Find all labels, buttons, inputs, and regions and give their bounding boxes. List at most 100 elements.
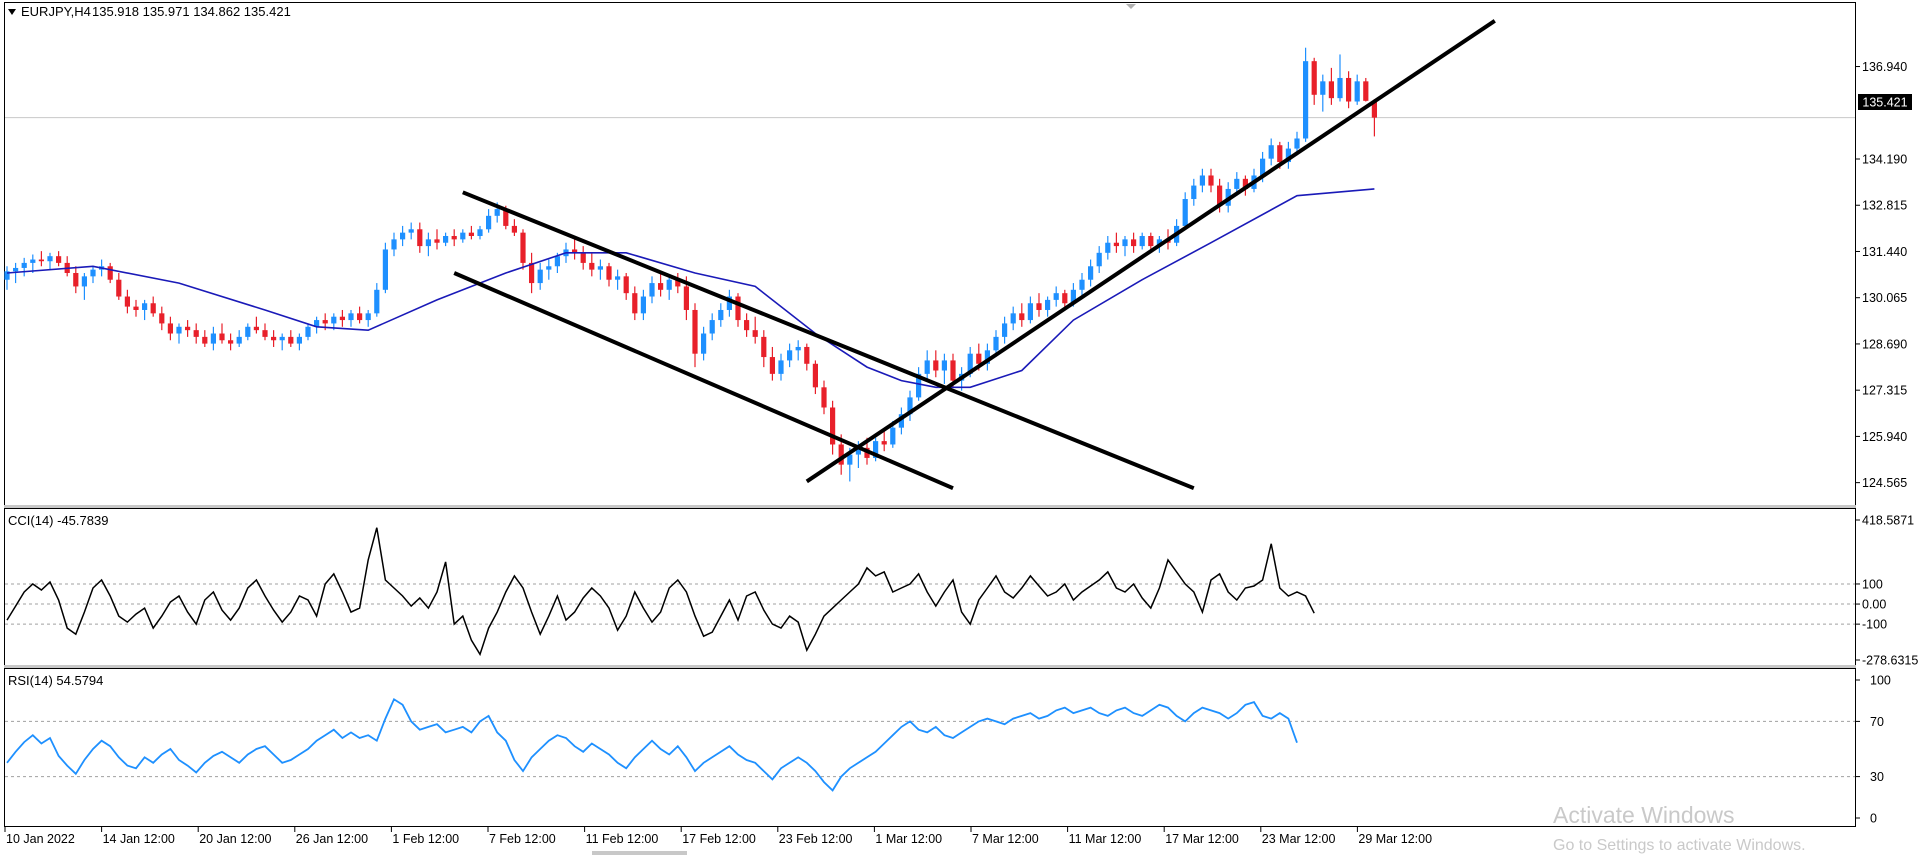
candle-body	[890, 427, 896, 445]
cci-tick-label: 418.5871	[1862, 514, 1914, 528]
candle-body	[1002, 323, 1008, 337]
cci-pane-frame	[4, 508, 1856, 667]
candle-body	[1260, 158, 1266, 176]
candle	[90, 266, 96, 284]
rsi-label: RSI(14) 54.5794	[8, 673, 103, 688]
candle-body	[666, 279, 672, 290]
candle-body	[640, 296, 646, 314]
candle-body	[873, 441, 879, 458]
candle	[38, 251, 44, 267]
candle-body	[1019, 313, 1025, 321]
candle-body	[1096, 252, 1102, 267]
candle	[666, 276, 672, 300]
candle	[64, 256, 70, 277]
candle-body	[976, 353, 982, 364]
candle	[873, 437, 879, 462]
pane-splitter[interactable]	[4, 505, 1856, 508]
candle-body	[658, 283, 664, 290]
candle	[675, 272, 681, 294]
candle-body	[296, 336, 302, 344]
candle-body	[812, 363, 818, 388]
candle	[210, 326, 216, 351]
candle-body	[1277, 145, 1283, 163]
candle-body	[520, 232, 526, 263]
candle-body	[821, 387, 827, 408]
candle-body	[167, 323, 173, 334]
candle-body	[202, 336, 208, 344]
candle-body	[787, 350, 793, 361]
candle	[511, 219, 517, 237]
cci-tick-label: 0.00	[1862, 598, 1886, 612]
candle	[933, 350, 939, 378]
candle-body	[709, 320, 715, 334]
rsi-pane-frame	[4, 668, 1856, 827]
candle	[477, 225, 483, 240]
candle	[1320, 74, 1326, 112]
time-tick-label: 17 Mar 12:00	[1165, 832, 1239, 846]
pane-splitter[interactable]	[4, 665, 1856, 668]
candle-body	[735, 296, 741, 321]
price-tick-label: 124.565	[1862, 476, 1907, 490]
candle-body	[615, 276, 621, 280]
candle	[1010, 306, 1016, 331]
candle	[537, 262, 543, 290]
cci-line	[6, 527, 1315, 657]
candle-body	[133, 306, 139, 310]
candle	[133, 299, 139, 317]
candle	[640, 289, 646, 321]
axes: 136.940 134.190 132.815 131.440 130.065 128.6…	[4, 60, 1918, 855]
candle	[1096, 246, 1102, 273]
candle-body	[795, 346, 801, 351]
price-tick-label: 127.315	[1862, 384, 1907, 398]
candle-body	[81, 276, 87, 287]
collapse-arrow-icon[interactable]	[8, 9, 16, 15]
candle	[365, 309, 371, 327]
candle-body	[1079, 279, 1085, 290]
candle-body	[830, 407, 836, 445]
candle	[623, 272, 629, 300]
current-price-value: 135.421	[1862, 96, 1907, 110]
candle-body	[769, 357, 775, 374]
candle	[486, 209, 492, 233]
candle	[1363, 77, 1369, 102]
candle	[1311, 57, 1317, 105]
candle-body	[1010, 313, 1016, 324]
candle	[692, 303, 698, 368]
candle-body	[193, 330, 199, 337]
shift-marker-icon[interactable]	[1126, 4, 1136, 9]
candle-body	[73, 272, 79, 287]
candle-body	[1371, 100, 1377, 118]
candle-body	[589, 262, 595, 270]
candle	[374, 283, 380, 317]
candle-body	[305, 326, 311, 337]
candle-body	[331, 316, 337, 324]
candle	[881, 431, 887, 452]
watermark-subtitle: Go to Settings to activate Windows.	[1553, 837, 1806, 854]
candle-body	[451, 236, 457, 240]
candle	[1208, 168, 1214, 193]
candle-body	[984, 350, 990, 364]
candle-body	[1148, 236, 1154, 247]
candle-body	[236, 336, 242, 344]
candle-body	[1311, 61, 1317, 95]
candle	[924, 350, 930, 381]
candle	[1139, 232, 1145, 250]
candle-body	[898, 414, 904, 428]
candle-body	[253, 326, 259, 331]
candle-body	[107, 266, 113, 280]
candle	[1079, 272, 1085, 297]
candle-body	[1320, 81, 1326, 95]
price-tick-label: 136.940	[1862, 60, 1907, 74]
rsi-pane	[5, 697, 1855, 792]
candle-body	[503, 209, 509, 226]
candle	[451, 229, 457, 247]
price-tick-label: 131.440	[1862, 245, 1907, 259]
candle	[520, 229, 526, 270]
cci-tick-label: 100	[1862, 577, 1883, 591]
candle-body	[38, 259, 44, 262]
candle-body	[967, 353, 973, 374]
candle-body	[382, 249, 388, 290]
candle-body	[529, 262, 535, 284]
